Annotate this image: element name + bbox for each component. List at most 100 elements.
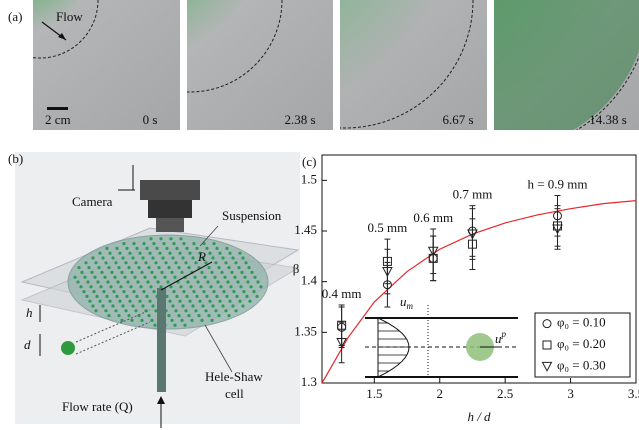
annotation: h = 0.9 mm: [527, 177, 587, 192]
particle: [155, 247, 158, 250]
particle: [182, 290, 185, 293]
particle: [199, 285, 202, 288]
particle: [117, 266, 120, 269]
particle: [167, 314, 170, 317]
particle: [148, 300, 151, 303]
particle: [180, 271, 183, 274]
particle: [103, 276, 106, 279]
x-tick-label: 2: [437, 386, 444, 401]
particle: [218, 300, 221, 303]
particle: [217, 266, 220, 269]
particle: [171, 256, 174, 259]
particle: [192, 290, 195, 293]
particle: [99, 285, 102, 288]
particle: [131, 304, 134, 307]
particle: [157, 266, 160, 269]
particle: [187, 314, 190, 317]
particle: [221, 304, 224, 307]
particle: [82, 290, 85, 293]
particle: [175, 295, 178, 298]
particle: [227, 314, 230, 317]
particle: [256, 280, 259, 283]
particle: [259, 285, 262, 288]
particle: [227, 266, 230, 269]
time-label: 0 s: [143, 112, 158, 127]
y-tick-label: 1.3: [301, 374, 317, 389]
particle: [141, 256, 144, 259]
particle: [124, 309, 127, 312]
particle: [185, 247, 188, 250]
time-label: 14.38 s: [589, 112, 627, 127]
particle: [73, 276, 76, 279]
particle: [152, 290, 155, 293]
particle: [127, 266, 130, 269]
particle: [145, 247, 148, 250]
inset-label: um: [400, 294, 414, 311]
particle: [248, 300, 251, 303]
particle: [224, 309, 227, 312]
particle: [149, 285, 152, 288]
particle: [173, 276, 176, 279]
particle: [210, 319, 213, 322]
particle: [118, 252, 121, 255]
particle: [240, 271, 243, 274]
particle: [230, 271, 233, 274]
panel-label: (c): [302, 154, 316, 169]
particle: [213, 276, 216, 279]
particle: [252, 290, 255, 293]
particle: [150, 271, 153, 274]
inset-label: up: [495, 329, 507, 346]
particle: [138, 300, 141, 303]
particle: [115, 247, 118, 250]
particle: [167, 266, 170, 269]
scale-label: 2 cm: [45, 112, 71, 127]
x-tick-label: 3: [567, 386, 574, 401]
particle: [122, 290, 125, 293]
photo: [0, 0, 180, 130]
particle: [228, 300, 231, 303]
particle: [134, 261, 137, 264]
particle: [190, 319, 193, 322]
particle: [140, 319, 143, 322]
particle: [223, 276, 226, 279]
particle: [181, 304, 184, 307]
particle: [118, 300, 121, 303]
particle: [175, 247, 178, 250]
particle: [110, 271, 113, 274]
particle: [170, 271, 173, 274]
particle: [253, 276, 256, 279]
particle: [158, 252, 161, 255]
x-tick-label: 3.5: [628, 386, 639, 401]
particle: [188, 300, 191, 303]
particle: [191, 304, 194, 307]
particle: [178, 252, 181, 255]
particle: [239, 285, 242, 288]
particle: [150, 319, 153, 322]
legend-label: φ₀ = 0.10: [557, 315, 606, 330]
particle: [79, 285, 82, 288]
particle: [133, 276, 136, 279]
particle: [134, 309, 137, 312]
particle: [90, 271, 93, 274]
particle: [108, 300, 111, 303]
particle: [151, 256, 154, 259]
y-axis-label: β: [293, 261, 300, 276]
particle: [172, 290, 175, 293]
particle: [136, 280, 139, 283]
particle: [89, 285, 92, 288]
particle: [226, 280, 229, 283]
particle: [237, 266, 240, 269]
particle: [98, 300, 101, 303]
particle: [114, 261, 117, 264]
particle: [245, 295, 248, 298]
particle: [184, 261, 187, 264]
x-axis-label: h / d: [467, 409, 491, 424]
particle: [124, 261, 127, 264]
particle: [91, 304, 94, 307]
particle: [179, 285, 182, 288]
particle: [231, 256, 234, 259]
particle: [177, 266, 180, 269]
particle: [161, 256, 164, 259]
particle: [221, 256, 224, 259]
particle: [234, 309, 237, 312]
